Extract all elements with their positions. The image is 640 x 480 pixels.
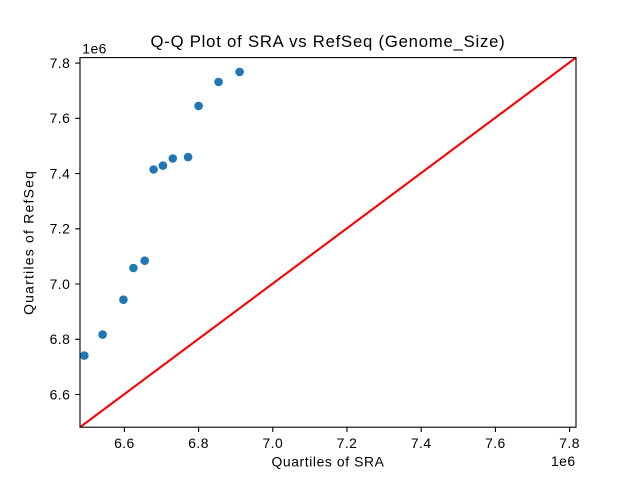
svg-text:6.6: 6.6	[114, 435, 135, 451]
svg-text:1e6: 1e6	[551, 453, 576, 469]
svg-text:7.6: 7.6	[50, 110, 71, 126]
svg-text:7.2: 7.2	[337, 435, 358, 451]
svg-text:6.8: 6.8	[188, 435, 209, 451]
svg-text:7.4: 7.4	[50, 166, 71, 182]
svg-text:1e6: 1e6	[82, 40, 107, 56]
svg-text:7.6: 7.6	[485, 435, 506, 451]
svg-text:6.8: 6.8	[50, 331, 71, 347]
svg-text:6.6: 6.6	[50, 386, 71, 402]
svg-text:7.8: 7.8	[50, 55, 71, 71]
svg-text:7.0: 7.0	[50, 276, 71, 292]
svg-text:7.0: 7.0	[262, 435, 283, 451]
svg-text:7.2: 7.2	[50, 221, 71, 237]
svg-text:7.4: 7.4	[411, 435, 432, 451]
svg-text:Quartiles of SRA: Quartiles of SRA	[271, 453, 384, 469]
svg-text:Q-Q Plot of SRA vs RefSeq (Gen: Q-Q Plot of SRA vs RefSeq (Genome_Size)	[150, 32, 505, 51]
svg-text:Quartiles of RefSeq: Quartiles of RefSeq	[21, 170, 37, 315]
svg-text:7.8: 7.8	[559, 435, 580, 451]
